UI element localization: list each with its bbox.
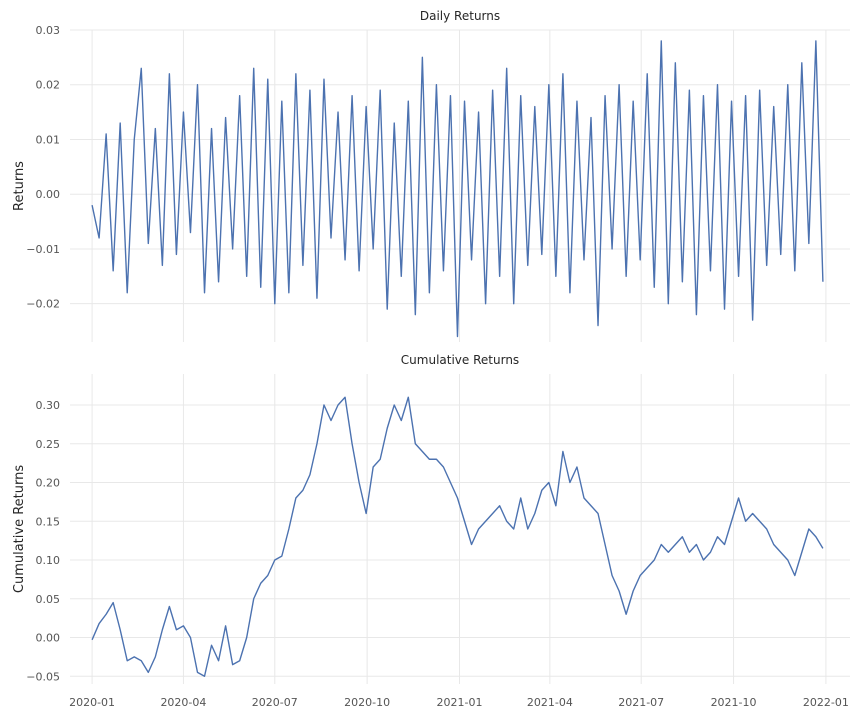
- cumulative-series-line: [91, 396, 824, 677]
- cumulative-x-tick-label: 2021-07: [618, 696, 664, 709]
- cumulative-y-tick-label: 0.25: [36, 438, 61, 451]
- daily-y-tick-label: 0.02: [36, 79, 61, 92]
- cumulative-x-tick-label: 2020-10: [344, 696, 390, 709]
- cumulative-x-tick-label: 2020-04: [160, 696, 206, 709]
- daily-y-tick-label: −0.02: [26, 298, 60, 311]
- cumulative-x-tick-label: 2020-01: [69, 696, 115, 709]
- cumulative-y-tick-label: 0.05: [36, 593, 61, 606]
- cumulative-x-tick-label: 2021-01: [437, 696, 483, 709]
- daily-y-tick-label: 0.00: [36, 188, 61, 201]
- cumulative-x-tick-label: 2020-07: [252, 696, 298, 709]
- daily-y-tick-label: 0.03: [36, 24, 61, 37]
- daily-y-tick-label: 0.01: [36, 133, 61, 146]
- cumulative-y-tick-label: 0.15: [36, 515, 61, 528]
- cumulative-x-tick-label: 2022-01: [803, 696, 849, 709]
- cumulative-returns-panel: −0.05 0.00 0.05 0.10 0.15 0.20 0.25 0.30 2020-01…: [12, 353, 850, 709]
- cumulative-chart-title: Cumulative Returns: [401, 353, 519, 367]
- cumulative-y-tick-label: 0.10: [36, 554, 61, 567]
- cumulative-y-tick-label: 0.30: [36, 399, 61, 412]
- cumulative-y-tick-label: 0.20: [36, 477, 61, 490]
- cumulative-x-tick-label: 2021-04: [527, 696, 573, 709]
- cumulative-y-tick-label: −0.05: [26, 670, 60, 683]
- daily-returns-panel: −0.02 −0.01 0.00 0.01 0.02 0.03 Daily Returns R…: [12, 9, 850, 342]
- daily-y-tick-label: −0.01: [26, 243, 60, 256]
- daily-y-axis-label: Returns: [12, 161, 27, 211]
- cumulative-y-tick-label: 0.00: [36, 632, 61, 645]
- cumulative-x-tick-label: 2021-10: [711, 696, 757, 709]
- daily-chart-title: Daily Returns: [420, 9, 500, 23]
- daily-series-line: [91, 40, 824, 338]
- cumulative-y-axis-label: Cumulative Returns: [12, 465, 27, 593]
